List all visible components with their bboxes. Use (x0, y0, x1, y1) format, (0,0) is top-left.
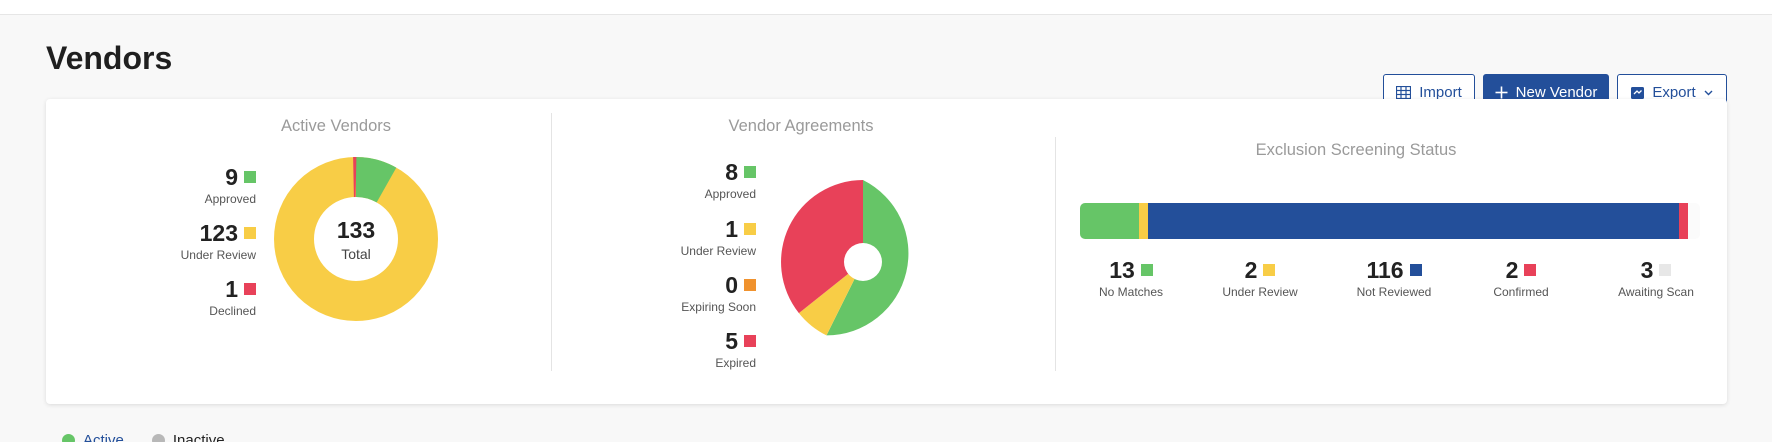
stat-value: 8 (725, 159, 738, 185)
bar-segment-not-reviewed (1148, 203, 1679, 239)
stat-label: Declined (209, 304, 256, 318)
vendor-agreements-title: Vendor Agreements (728, 117, 874, 135)
vendor-agreements-pie (781, 180, 909, 336)
stat-label: Approved (204, 192, 256, 206)
export-icon (1631, 86, 1645, 99)
active-vendors-title: Active Vendors (280, 117, 392, 135)
donut-total-label: Total (341, 246, 371, 262)
pie-center-hole (844, 243, 882, 281)
stat-label: Expiring Soon (681, 300, 756, 314)
stat-value: 1 (225, 276, 238, 302)
stat-label: No Matches (1098, 285, 1164, 299)
stat-value: 3 (1640, 257, 1654, 283)
bar-segment-no-matches (1080, 203, 1139, 239)
agreements-approved-stat: 8 Approved (636, 159, 756, 201)
panel-divider (1055, 137, 1056, 371)
stat-value: 123 (199, 220, 238, 246)
chevron-down-icon (1704, 90, 1713, 95)
stat-value: 5 (725, 328, 738, 354)
legend-square (744, 166, 756, 178)
stat-label: Confirmed (1493, 285, 1549, 299)
legend-square (1263, 264, 1276, 276)
stat-value: 9 (225, 164, 238, 190)
donut-segment-approved (355, 156, 397, 203)
agreements-expired-stat: 5 Expired (636, 328, 756, 370)
legend-square (244, 227, 256, 239)
legend-square (244, 171, 256, 183)
plus-icon (1495, 86, 1508, 99)
exclusion-screening-bar (1080, 203, 1700, 239)
stat-value: 13 (1109, 257, 1135, 283)
screening-not-reviewed-stat: 116 Not Reviewed (1339, 257, 1449, 299)
filter-inactive-label: Inactive (172, 432, 225, 442)
stat-value: 2 (1505, 257, 1519, 283)
agreements-under-review-stat: 1 Under Review (636, 216, 756, 258)
bar-segment-awaiting-scan (1688, 203, 1700, 239)
stat-label: Under Review (680, 244, 756, 258)
legend-square (1140, 264, 1153, 276)
inactive-dot-icon (151, 434, 165, 442)
stat-label: Under Review (180, 248, 256, 262)
legend-square (744, 335, 756, 347)
active-vendors-donut (274, 156, 438, 321)
top-bar (0, 0, 1772, 15)
panel-divider (551, 113, 552, 371)
stat-value: 2 (1244, 257, 1258, 283)
stat-label: Under Review (1222, 285, 1298, 299)
legend-square (244, 283, 256, 295)
bar-segment-under-review (1139, 203, 1148, 239)
table-icon (1396, 86, 1412, 99)
screening-confirmed-stat: 2 Confirmed (1466, 257, 1576, 299)
filter-inactive[interactable]: Inactive (151, 432, 225, 442)
filter-active-label: Active (83, 432, 124, 442)
legend-square (1409, 264, 1422, 276)
active-approved-stat: 9 Approved (136, 164, 256, 206)
pie-slice-under-review (798, 262, 863, 336)
active-dot-icon (62, 434, 75, 442)
status-filter-legend: Active Inactive (62, 432, 225, 442)
stat-label: Expired (715, 356, 756, 370)
donut-center: 133 Total (316, 217, 396, 262)
stat-label: Not Reviewed (1356, 285, 1432, 299)
export-button-label: Export (1652, 84, 1696, 101)
filter-active[interactable]: Active (62, 432, 124, 442)
screening-no-matches-stat: 13 No Matches (1076, 257, 1186, 299)
stat-value: 116 (1366, 257, 1404, 283)
stat-label: Approved (704, 187, 756, 201)
active-under-review-stat: 123 Under Review (136, 220, 256, 262)
screening-awaiting-scan-stat: 3 Awaiting Scan (1601, 257, 1711, 299)
stat-label: Awaiting Scan (1618, 285, 1694, 299)
donut-total-value: 133 (336, 217, 376, 243)
page-title: Vendors (46, 40, 173, 76)
vendor-summary-card: Active Vendors 9 Approved 123 Under Revi… (46, 99, 1727, 404)
screening-under-review-stat: 2 Under Review (1205, 257, 1315, 299)
exclusion-screening-title: Exclusion Screening Status (1255, 141, 1457, 159)
new-vendor-button-label: New Vendor (1515, 84, 1598, 101)
legend-square (744, 223, 756, 235)
bar-segment-confirmed (1679, 203, 1688, 239)
agreements-expiring-soon-stat: 0 Expiring Soon (636, 272, 756, 314)
active-declined-stat: 1 Declined (136, 276, 256, 318)
legend-square (1524, 264, 1537, 276)
legend-square (1659, 264, 1672, 276)
legend-square (744, 279, 756, 291)
stat-value: 1 (725, 216, 738, 242)
stat-value: 0 (725, 272, 738, 298)
import-button-label: Import (1419, 84, 1462, 101)
pie-slice-expired (781, 180, 863, 314)
